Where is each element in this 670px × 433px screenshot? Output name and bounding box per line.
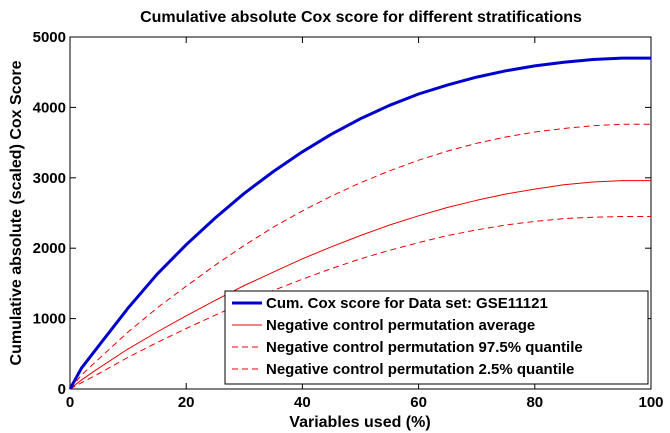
y-tick-label: 4000 [33, 99, 66, 116]
legend-label: Negative control permutation 2.5% quanti… [266, 361, 574, 378]
series-lines [68, 56, 651, 390]
x-tick-label: 0 [66, 394, 74, 411]
y-tick-label: 0 [58, 381, 66, 398]
x-axis-label: Variables used (%) [289, 414, 430, 431]
y-axis-label: Cumulative absolute (scaled) Cox Score [8, 60, 25, 365]
x-tick-label: 100 [638, 394, 663, 411]
y-tick-label: 2000 [33, 240, 66, 257]
legend: Cum. Cox score for Data set: GSE11121 Neg… [224, 290, 649, 385]
x-tick-label: 20 [178, 394, 195, 411]
chart-title: Cumulative absolute Cox score for differ… [140, 9, 582, 26]
y-tick-label: 5000 [33, 29, 66, 46]
series-line-2 [69, 123, 651, 390]
legend-label: Negative control permutation 97.5% quant… [266, 339, 583, 356]
y-tick-label: 1000 [33, 311, 66, 328]
series-line-3 [69, 216, 651, 390]
series-line-0 [68, 56, 651, 390]
series-line-1 [69, 180, 651, 390]
y-tick-label: 3000 [33, 170, 66, 187]
x-tick-label: 40 [294, 394, 311, 411]
plot-area-frame [69, 36, 652, 390]
x-tick-label: 60 [410, 394, 427, 411]
legend-box [224, 290, 649, 385]
legend-label: Cum. Cox score for Data set: GSE11121 [266, 295, 548, 312]
x-tick-label: 80 [526, 394, 543, 411]
legend-label: Negative control permutation average [266, 317, 535, 334]
